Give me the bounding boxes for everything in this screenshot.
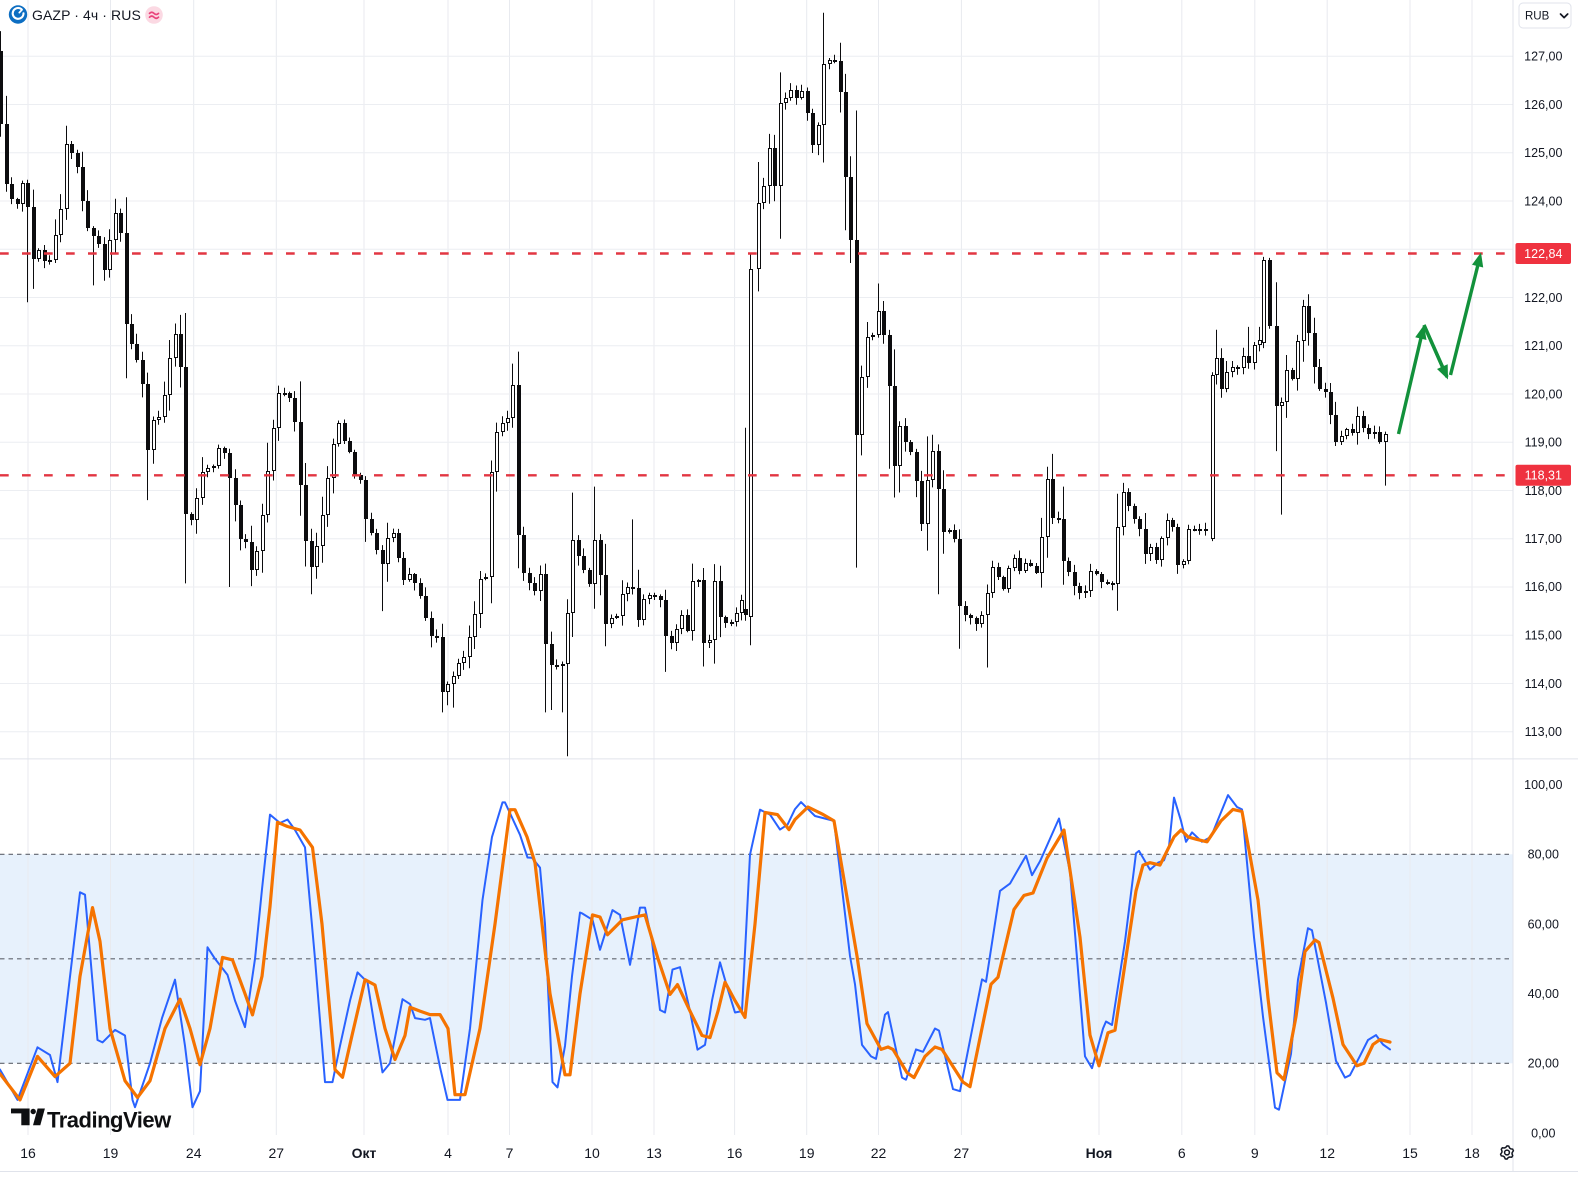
svg-text:60,00: 60,00 [1528, 917, 1559, 931]
svg-text:100,00: 100,00 [1524, 778, 1562, 792]
svg-text:113,00: 113,00 [1525, 725, 1562, 739]
svg-text:0,00: 0,00 [1531, 1126, 1555, 1140]
svg-text:115,00: 115,00 [1525, 629, 1562, 643]
svg-text:7: 7 [506, 1145, 514, 1161]
svg-text:122,84: 122,84 [1524, 247, 1562, 261]
svg-text:16: 16 [20, 1145, 36, 1161]
svg-text:119,00: 119,00 [1525, 436, 1562, 450]
svg-text:24: 24 [186, 1145, 202, 1161]
svg-text:27: 27 [954, 1145, 970, 1161]
svg-text:80,00: 80,00 [1528, 848, 1559, 862]
svg-text:Окт: Окт [352, 1145, 377, 1161]
svg-text:127,00: 127,00 [1524, 50, 1562, 64]
svg-text:15: 15 [1402, 1145, 1418, 1161]
svg-text:114,00: 114,00 [1525, 677, 1562, 691]
svg-text:118,31: 118,31 [1525, 469, 1562, 483]
svg-text:9: 9 [1251, 1145, 1259, 1161]
svg-text:122,00: 122,00 [1524, 291, 1562, 305]
svg-text:40,00: 40,00 [1528, 987, 1559, 1001]
svg-text:19: 19 [799, 1145, 815, 1161]
svg-text:27: 27 [269, 1145, 285, 1161]
svg-text:RUB: RUB [1525, 11, 1550, 23]
svg-text:121,00: 121,00 [1524, 339, 1562, 353]
svg-text:19: 19 [103, 1145, 119, 1161]
svg-text:6: 6 [1178, 1145, 1186, 1161]
svg-text:12: 12 [1319, 1145, 1335, 1161]
svg-text:10: 10 [584, 1145, 600, 1161]
svg-text:TradingView: TradingView [47, 1108, 172, 1133]
svg-text:16: 16 [727, 1145, 743, 1161]
svg-text:125,00: 125,00 [1524, 146, 1562, 160]
svg-text:Ноя: Ноя [1086, 1145, 1113, 1161]
svg-text:4: 4 [444, 1145, 452, 1161]
svg-text:117,00: 117,00 [1525, 532, 1562, 546]
svg-text:18: 18 [1464, 1145, 1480, 1161]
svg-text:GAZP · 4ч · RUS: GAZP · 4ч · RUS [32, 7, 141, 23]
svg-text:124,00: 124,00 [1524, 194, 1562, 208]
svg-text:22: 22 [871, 1145, 887, 1161]
svg-text:13: 13 [646, 1145, 662, 1161]
svg-text:120,00: 120,00 [1524, 387, 1562, 401]
svg-text:20,00: 20,00 [1528, 1057, 1559, 1071]
svg-text:126,00: 126,00 [1524, 98, 1562, 112]
svg-text:118,00: 118,00 [1525, 484, 1562, 498]
svg-text:116,00: 116,00 [1525, 580, 1562, 594]
